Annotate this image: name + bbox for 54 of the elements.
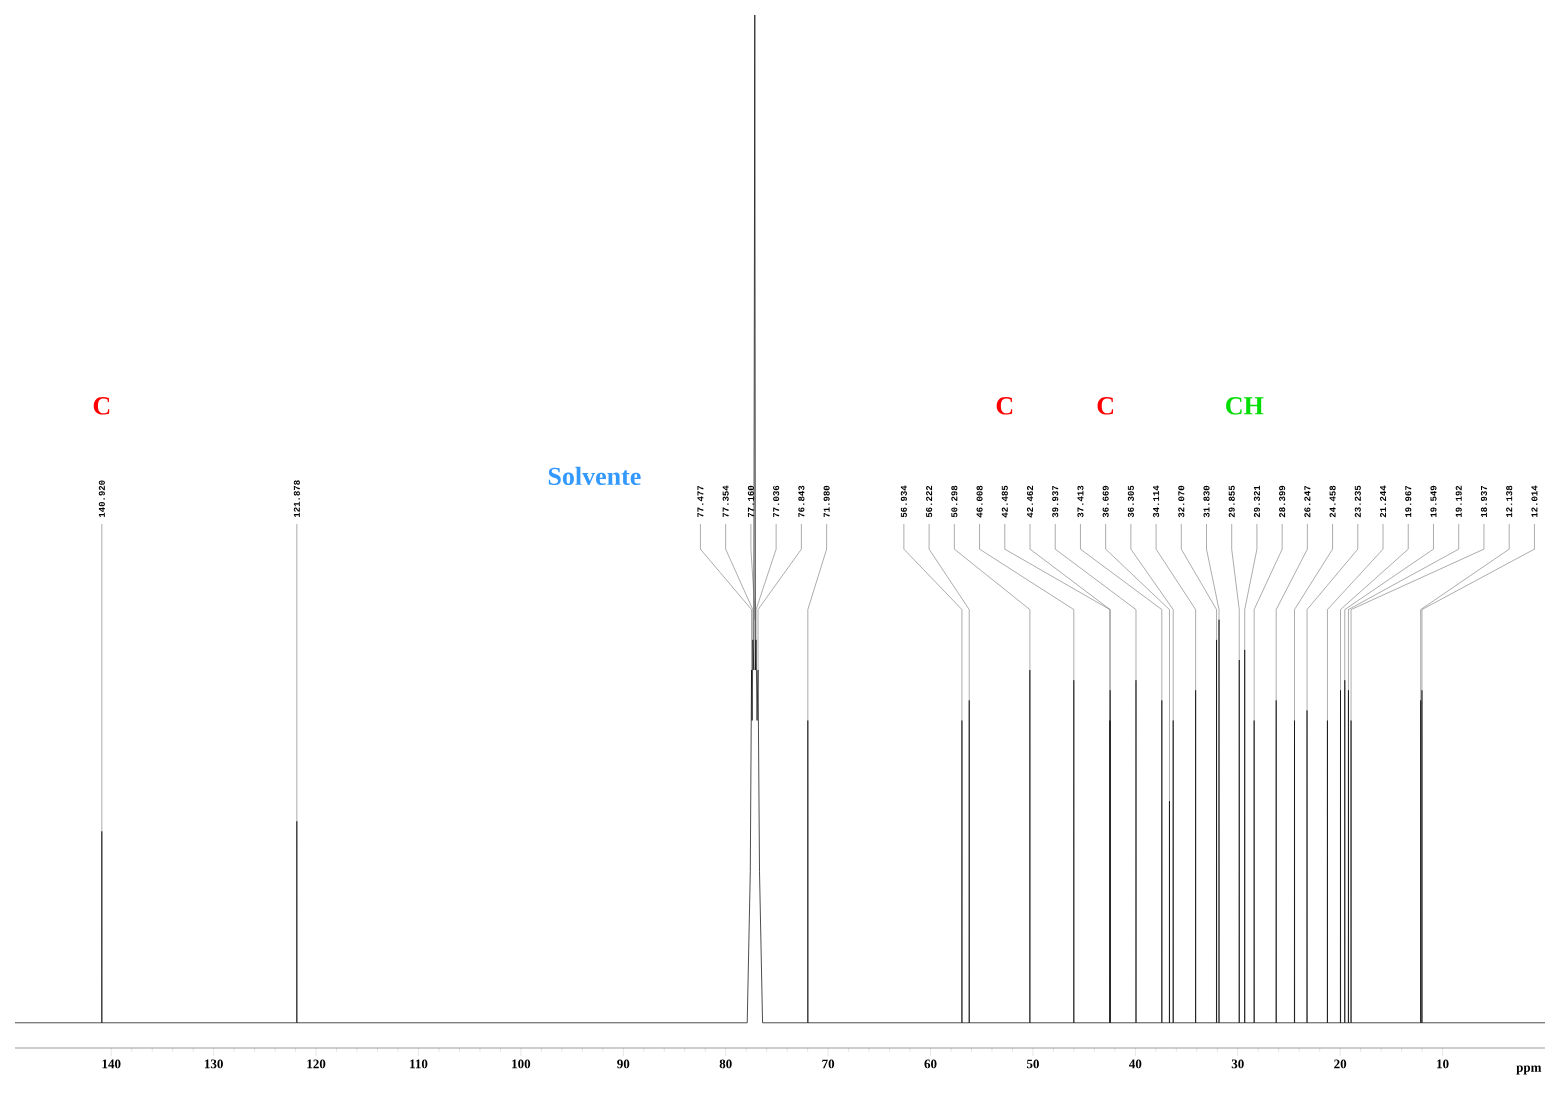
annotation: 37.413 [1077,485,1084,518]
annotation: 28.399 [1279,485,1286,518]
annotation: C [1097,397,1114,415]
annotation: 121.878 [293,480,300,518]
x-tick-label: 90 [617,1059,630,1069]
annotation: C [93,397,110,415]
annotation: 12.138 [1506,485,1513,518]
x-tick-label: 40 [1129,1059,1142,1069]
x-tick-label: 120 [307,1059,326,1069]
annotation: CH [1226,397,1264,415]
annotation: C [996,397,1013,415]
annotation: 76.843 [798,485,805,518]
annotation: 77.160 [747,485,754,518]
annotation: 19.549 [1430,485,1437,518]
annotation: 77.036 [773,485,780,518]
annotation: 32.070 [1178,485,1185,518]
annotation: 18.937 [1480,485,1487,518]
x-tick-label: 110 [410,1059,428,1069]
annotation: 56.934 [900,485,907,518]
x-tick-label: 10 [1437,1059,1449,1069]
annotation: 21.244 [1380,485,1387,518]
annotation: 42.485 [1001,485,1008,518]
annotation: 24.458 [1329,485,1336,518]
annotation: 19.192 [1455,485,1462,518]
annotation: Solvente [548,466,641,486]
annotation: 56.222 [926,485,933,518]
x-tick-label: 140 [102,1059,121,1069]
x-axis-title: ppm [1516,1065,1542,1075]
annotation: 77.477 [697,485,704,518]
annotation: 77.354 [722,485,729,518]
annotation: 42.462 [1026,485,1034,518]
annotation: 26.247 [1304,485,1311,518]
annotation: 39.937 [1052,485,1059,518]
x-tick-label: 80 [719,1059,732,1069]
annotation: 19.967 [1405,485,1412,518]
annotation: 12.014 [1531,485,1538,518]
x-tick-label: 100 [512,1059,531,1069]
annotation: 23.235 [1354,485,1361,518]
x-tick-label: 50 [1026,1059,1039,1069]
x-tick-label: 70 [822,1059,835,1069]
annotation: 46.008 [976,485,983,518]
annotation: 29.855 [1228,485,1235,518]
x-tick-label: 60 [924,1059,937,1069]
annotation: 36.669 [1102,485,1109,518]
x-tick-label: 30 [1231,1059,1244,1069]
annotation: 71.980 [823,485,830,518]
annotation: 34.114 [1153,485,1160,518]
x-tick-label: 20 [1334,1059,1347,1069]
x-tick-label: 130 [204,1059,223,1069]
annotation: 29.321 [1253,485,1260,518]
annotation: 36.305 [1127,485,1134,518]
annotation: 31.830 [1203,485,1210,518]
annotation: 140.920 [98,480,105,518]
annotation: 50.298 [951,485,958,518]
